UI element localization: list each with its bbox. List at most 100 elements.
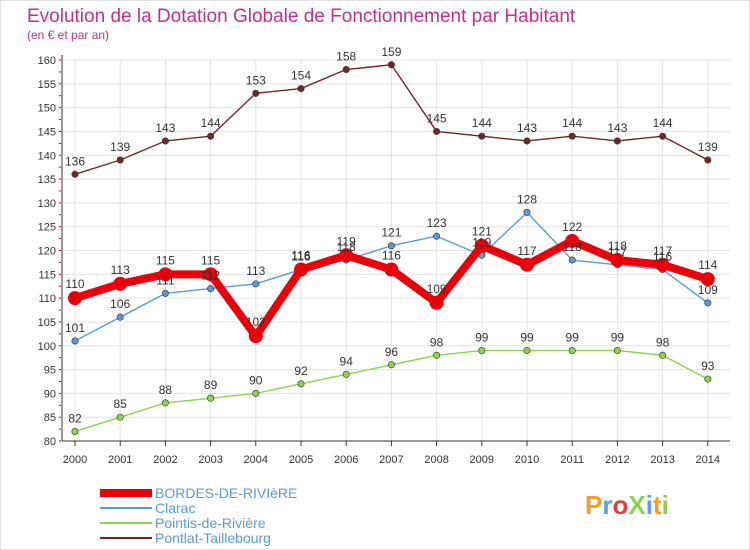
data-point xyxy=(158,267,173,282)
data-point xyxy=(207,394,215,402)
data-label: 113 xyxy=(246,264,265,278)
data-point xyxy=(252,280,260,288)
data-point xyxy=(523,208,531,216)
x-tick-label: 2014 xyxy=(696,454,720,466)
logo-letter: o xyxy=(612,490,628,520)
y-tick-label: 85 xyxy=(44,412,56,424)
x-tick-label: 2005 xyxy=(289,454,313,466)
data-point xyxy=(568,347,576,355)
data-point xyxy=(568,132,576,140)
y-tick-label: 105 xyxy=(38,317,56,329)
data-point xyxy=(520,257,534,272)
data-label: 144 xyxy=(653,116,673,130)
data-label: 143 xyxy=(607,121,627,135)
data-point xyxy=(294,262,308,277)
legend-label: Pointis-de-Rivière xyxy=(155,515,266,531)
data-label: 88 xyxy=(159,383,173,397)
data-point xyxy=(433,232,441,240)
x-tick-label: 2008 xyxy=(424,454,448,466)
data-point xyxy=(659,132,667,140)
data-point xyxy=(429,295,444,310)
data-point xyxy=(613,347,621,355)
y-tick-label: 90 xyxy=(44,388,56,400)
y-tick-label: 130 xyxy=(38,198,56,210)
data-label: 98 xyxy=(430,335,444,349)
data-point xyxy=(704,375,712,383)
y-tick-label: 135 xyxy=(38,174,56,186)
data-label: 82 xyxy=(68,411,82,425)
data-label: 99 xyxy=(611,331,625,345)
data-label: 139 xyxy=(110,140,130,154)
data-point xyxy=(610,253,625,268)
data-point xyxy=(71,427,79,435)
data-label: 145 xyxy=(427,111,447,125)
data-label: 117 xyxy=(608,245,627,259)
data-point xyxy=(339,248,354,263)
data-label: 121 xyxy=(381,226,401,240)
data-label: 113 xyxy=(111,263,130,277)
x-tick-label: 2007 xyxy=(379,454,403,466)
data-label: 96 xyxy=(385,345,399,359)
x-tick-label: 2000 xyxy=(63,454,87,466)
data-point xyxy=(161,289,169,297)
data-label: 115 xyxy=(156,253,175,267)
x-tick-label: 2003 xyxy=(198,454,222,466)
data-point xyxy=(704,299,712,307)
y-tick-label: 125 xyxy=(38,222,56,234)
data-label: 121 xyxy=(472,225,492,239)
x-tick-label: 2001 xyxy=(108,454,132,466)
data-point xyxy=(161,399,169,407)
data-point xyxy=(523,137,531,145)
data-point xyxy=(568,256,576,264)
data-label: 106 xyxy=(110,297,130,311)
data-label: 90 xyxy=(249,373,263,387)
chart-subtitle: (en € et par an) xyxy=(27,28,109,42)
data-label: 144 xyxy=(562,116,582,130)
x-tick-label: 2009 xyxy=(470,454,494,466)
data-point xyxy=(342,370,350,378)
data-label: 101 xyxy=(65,321,85,335)
data-label: 139 xyxy=(698,140,718,154)
data-label: 144 xyxy=(201,116,221,130)
data-point xyxy=(478,347,486,355)
data-point xyxy=(116,313,124,321)
data-label: 92 xyxy=(294,364,308,378)
data-label: 116 xyxy=(653,250,672,264)
y-tick-label: 150 xyxy=(38,103,56,115)
data-label: 123 xyxy=(427,216,447,230)
data-point xyxy=(71,337,79,345)
data-label: 119 xyxy=(337,234,356,248)
logo-letter: X xyxy=(628,490,646,520)
data-label: 112 xyxy=(201,269,220,283)
legend: BORDES-DE-RIVIèREClaracPointis-de-Rivièr… xyxy=(100,485,297,546)
y-tick-label: 95 xyxy=(44,365,56,377)
x-tick-label: 2004 xyxy=(244,454,268,466)
logo-letter: i xyxy=(646,490,653,520)
data-label: 98 xyxy=(656,335,670,349)
data-label: 153 xyxy=(246,73,266,87)
y-tick-label: 155 xyxy=(38,79,56,91)
x-tick-label: 2006 xyxy=(334,454,358,466)
data-label: 116 xyxy=(291,249,310,263)
data-point xyxy=(433,127,441,135)
y-tick-label: 160 xyxy=(38,55,56,67)
axes: 80 85 90 95 100 105 110 115 120 125 130 135 140 145 15… xyxy=(38,55,730,466)
data-label: 114 xyxy=(698,258,717,272)
data-label: 102 xyxy=(246,315,266,329)
logo-letter: P xyxy=(585,490,602,520)
logo-letter: i xyxy=(662,490,669,520)
data-point xyxy=(387,242,395,250)
x-tick-label: 2012 xyxy=(605,454,629,466)
data-point xyxy=(659,351,667,359)
data-point xyxy=(248,329,263,344)
data-label: 94 xyxy=(340,354,354,368)
data-label: 89 xyxy=(204,378,218,392)
data-label: 99 xyxy=(520,331,534,345)
data-label: 159 xyxy=(381,45,401,59)
data-point xyxy=(161,137,169,145)
data-label: 118 xyxy=(337,240,356,254)
legend-label: BORDES-DE-RIVIèRE xyxy=(155,485,297,501)
data-label: 109 xyxy=(698,283,718,297)
data-label: 115 xyxy=(201,253,220,267)
